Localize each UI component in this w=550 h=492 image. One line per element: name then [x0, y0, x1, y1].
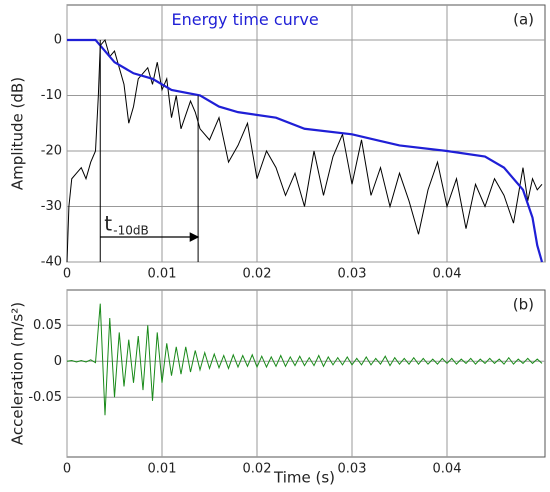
y-tick-label: -30	[41, 199, 62, 214]
interval-label: t	[104, 212, 112, 236]
plot-frame	[66, 289, 546, 458]
y-tick-label: -10	[41, 88, 62, 103]
data-line	[66, 303, 543, 416]
y-tick-label: -20	[41, 143, 62, 158]
x-tick-label: 0.01	[148, 462, 177, 477]
y-axis-label: Acceleration (m/s²)	[9, 302, 27, 445]
data-line	[66, 38, 543, 263]
x-tick-label: 0.03	[338, 267, 367, 282]
y-tick-label: -40	[41, 255, 62, 270]
x-tick-label: 0.04	[433, 267, 462, 282]
panel-label: (b)	[513, 296, 534, 314]
y-axis-label: Amplitude (dB)	[9, 77, 27, 190]
data-line	[67, 38, 544, 263]
x-axis-label: Time (s)	[273, 469, 335, 487]
series-label: Energy time curve	[172, 10, 319, 29]
x-tick-label: 0.02	[243, 462, 272, 477]
x-tick-label: 0	[63, 462, 71, 477]
y-tick-label: -0.05	[28, 390, 62, 405]
y-tick-label: 0	[54, 32, 62, 47]
x-tick-label: 0.01	[148, 267, 177, 282]
x-tick-label: 0	[63, 267, 71, 282]
y-tick-label: 0.05	[33, 318, 62, 333]
y-tick-label: 0	[54, 354, 62, 369]
interval-subscript: -10dB	[113, 224, 148, 238]
x-tick-label: 0.03	[338, 462, 367, 477]
x-tick-label: 0.04	[433, 462, 462, 477]
panel-label: (a)	[513, 11, 534, 29]
x-tick-label: 0.02	[243, 267, 272, 282]
